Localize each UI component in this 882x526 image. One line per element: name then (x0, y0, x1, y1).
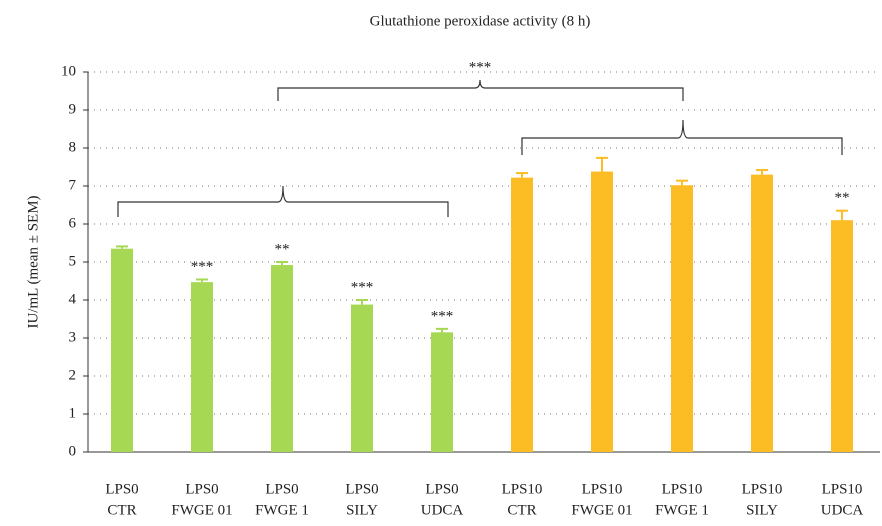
y-axis-label: IU/mL (mean ± SEM) (25, 195, 41, 328)
x-tick-label: SILY (746, 502, 778, 518)
chart-title: Glutathione peroxidase activity (8 h) (370, 13, 591, 29)
x-tick-label: LPS0 (185, 481, 218, 497)
x-tick-label: UDCA (821, 502, 864, 518)
y-tick-label: 8 (69, 139, 77, 155)
bar (431, 332, 453, 452)
y-tick-label: 5 (69, 253, 77, 269)
x-tick-label: LPS10 (502, 481, 543, 497)
bar (191, 282, 213, 452)
y-tick-label: 10 (61, 63, 76, 79)
bar (111, 248, 133, 452)
y-tick-label: 7 (69, 177, 77, 193)
x-tick-label: FWGE 01 (171, 502, 232, 518)
x-tick-label: CTR (507, 502, 536, 518)
annotation: *** (469, 59, 492, 75)
significance-label: ** (275, 241, 290, 257)
significance-label: ** (835, 190, 850, 206)
x-tick-label: FWGE 01 (571, 502, 632, 518)
x-tick-label: LPS10 (662, 481, 703, 497)
y-tick-label: 6 (69, 215, 77, 231)
bar (271, 265, 293, 452)
x-tick-label: LPS0 (345, 481, 378, 497)
bracket (521, 119, 843, 155)
y-tick-label: 2 (69, 367, 77, 383)
x-tick-label: LPS0 (105, 481, 138, 497)
y-tick-label: 9 (69, 101, 77, 117)
significance-label: *** (431, 308, 454, 324)
y-tick-label: 1 (69, 405, 77, 421)
bar (351, 304, 373, 452)
significance-label: *** (351, 279, 374, 295)
bracket (277, 79, 684, 101)
x-tick-label: FWGE 1 (255, 502, 309, 518)
bracket (117, 185, 449, 217)
x-tick-label: UDCA (421, 502, 464, 518)
x-tick-label: LPS10 (742, 481, 783, 497)
x-tick-label: LPS0 (425, 481, 458, 497)
y-tick-label: 4 (69, 291, 77, 307)
x-tick-label: SILY (346, 502, 378, 518)
bar (511, 177, 533, 452)
significance-label: *** (191, 259, 214, 275)
bar (671, 185, 693, 453)
x-tick-label: LPS0 (265, 481, 298, 497)
x-tick-label: LPS10 (582, 481, 623, 497)
x-tick-label: LPS10 (822, 481, 863, 497)
y-tick-label: 0 (69, 443, 77, 459)
x-tick-label: CTR (107, 502, 136, 518)
bar (831, 220, 853, 452)
x-tick-label: FWGE 1 (655, 502, 709, 518)
bar (751, 174, 773, 452)
y-tick-label: 3 (69, 329, 77, 345)
bar (591, 171, 613, 452)
